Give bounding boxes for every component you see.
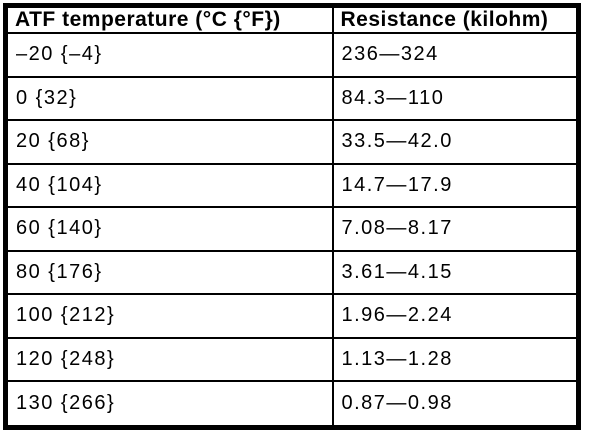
temperature-cell: 40 {104} (4, 162, 334, 209)
table-row: 40 {104} 14.7—17.9 (4, 162, 580, 209)
table-row: 130 {266} 0.87—0.98 (4, 380, 580, 429)
table-header: ATF temperature (°C {°F}) Resistance (ki… (4, 4, 580, 34)
table-row: –20 {–4} 236—324 (4, 32, 580, 78)
header-row: ATF temperature (°C {°F}) Resistance (ki… (4, 4, 580, 34)
table-row: 60 {140} 7.08—8.17 (4, 206, 580, 252)
temperature-cell: 130 {266} (4, 380, 334, 429)
resistance-cell: 1.96—2.24 (331, 293, 580, 339)
table-row: 120 {248} 1.13—1.28 (4, 336, 580, 383)
temperature-cell: 0 {32} (4, 75, 334, 122)
temperature-cell: 60 {140} (4, 206, 334, 252)
temperature-cell: 20 {68} (4, 119, 334, 165)
table-row: 80 {176} 3.61—4.15 (4, 249, 580, 296)
table-row: 0 {32} 84.3—110 (4, 75, 580, 122)
atf-resistance-table: ATF temperature (°C {°F}) Resistance (ki… (3, 3, 581, 430)
header-temperature: ATF temperature (°C {°F}) (4, 4, 334, 34)
resistance-cell: 3.61—4.15 (331, 249, 580, 296)
temperature-cell: 100 {212} (4, 293, 334, 339)
temperature-cell: 80 {176} (4, 249, 334, 296)
temperature-cell: –20 {–4} (4, 32, 334, 78)
resistance-cell: 0.87—0.98 (331, 380, 580, 429)
table-body: –20 {–4} 236—324 0 {32} 84.3—110 20 {68} 33.5… (4, 32, 580, 429)
temperature-cell: 120 {248} (4, 336, 334, 383)
resistance-cell: 236—324 (331, 32, 580, 78)
resistance-cell: 14.7—17.9 (331, 162, 580, 209)
resistance-cell: 33.5—42.0 (331, 119, 580, 165)
resistance-cell: 1.13—1.28 (331, 336, 580, 383)
table-row: 100 {212} 1.96—2.24 (4, 293, 580, 339)
table-row: 20 {68} 33.5—42.0 (4, 119, 580, 165)
resistance-cell: 7.08—8.17 (331, 206, 580, 252)
resistance-cell: 84.3—110 (331, 75, 580, 122)
header-resistance: Resistance (kilohm) (331, 4, 580, 34)
